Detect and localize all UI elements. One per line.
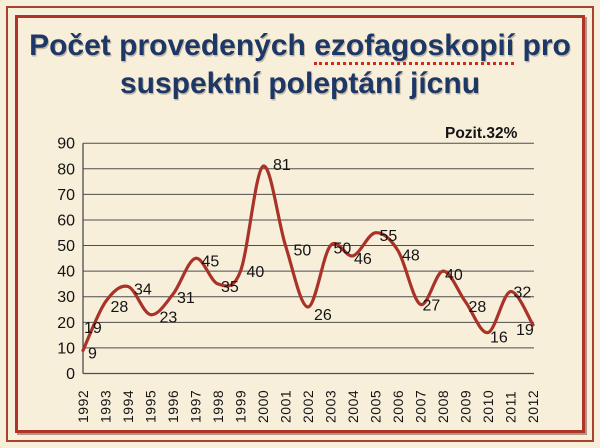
title-text-post: pro — [514, 29, 571, 62]
data-point-label: 31 — [177, 290, 195, 307]
x-axis-year-label: 2006 — [390, 390, 406, 423]
x-axis-year-label: 2009 — [458, 390, 474, 423]
data-point-label: 40 — [445, 267, 463, 284]
data-point-label: 35 — [221, 279, 239, 296]
data-point-label: 55 — [380, 228, 398, 245]
data-point-label: 32 — [514, 285, 532, 302]
x-axis-year-label: 2001 — [278, 390, 294, 423]
data-point-label: 19 — [516, 322, 534, 339]
x-axis-year-label: 1994 — [120, 390, 136, 423]
x-axis-year-label: 2008 — [435, 390, 451, 423]
x-axis-year-label: 2000 — [255, 390, 271, 423]
positivity-annotation: Pozit.32% — [445, 125, 518, 142]
slide-title: Počet provedených ezofagoskopií pro susp… — [20, 27, 580, 103]
data-point-label: 50 — [294, 243, 312, 260]
x-axis-year-label: 1998 — [210, 390, 226, 423]
x-axis-year-label: 1999 — [233, 390, 249, 423]
x-axis-year-label: 1993 — [98, 390, 114, 423]
data-point-label: 40 — [247, 264, 265, 281]
x-axis-year-label: 2007 — [413, 390, 429, 423]
extra-data-label: 19 — [84, 320, 102, 337]
y-axis-tick-label: 0 — [66, 366, 75, 383]
x-axis-year-label: 1995 — [143, 390, 159, 423]
x-axis-year-label: 2010 — [480, 390, 496, 423]
data-point-label: 27 — [423, 297, 441, 314]
y-axis-tick-label: 70 — [57, 187, 75, 204]
data-point-label: 23 — [160, 310, 178, 327]
x-axis-year-label: 1992 — [75, 390, 91, 423]
x-axis-year-label: 2012 — [525, 390, 541, 423]
data-point-label: 28 — [111, 299, 129, 316]
title-line-2: suspektní poleptání jícnu — [119, 67, 481, 100]
x-axis-year-label: 2003 — [323, 390, 339, 423]
data-curve — [81, 164, 535, 353]
data-point-label: 45 — [202, 253, 220, 270]
y-axis-tick-label: 10 — [57, 340, 75, 357]
data-point-label: 81 — [273, 157, 291, 174]
x-axis-year-label: 1996 — [165, 390, 181, 423]
y-axis-tick-label: 40 — [57, 264, 75, 281]
x-axis-year-label: 2005 — [368, 390, 384, 423]
title-word-underlined: ezofagoskopií — [314, 29, 515, 65]
y-axis-tick-label: 60 — [57, 212, 75, 229]
data-point-label: 48 — [402, 248, 420, 265]
data-point-label: 26 — [314, 307, 332, 324]
data-point-label: 28 — [469, 299, 487, 316]
y-axis-tick-label: 50 — [57, 238, 75, 255]
x-axis-year-label: 1997 — [188, 390, 204, 423]
data-point-label: 50 — [334, 241, 352, 258]
y-axis-tick-label: 30 — [57, 289, 75, 306]
data-point-label: 16 — [490, 330, 508, 347]
data-point-label: 46 — [354, 251, 372, 268]
title-line-1: Počet provedených ezofagoskopií pro — [20, 27, 580, 65]
x-axis-year-label: 2002 — [300, 390, 316, 423]
y-axis-tick-label: 20 — [57, 315, 75, 332]
data-point-label: 9 — [88, 345, 97, 362]
x-axis-year-label: 2011 — [503, 391, 519, 423]
x-axis-year-label: 2004 — [345, 390, 361, 423]
y-axis-tick-label: 80 — [57, 161, 75, 178]
title-text-pre: Počet provedených — [29, 29, 315, 62]
y-axis-tick-label: 90 — [57, 136, 75, 153]
data-point-label: 34 — [134, 281, 152, 298]
